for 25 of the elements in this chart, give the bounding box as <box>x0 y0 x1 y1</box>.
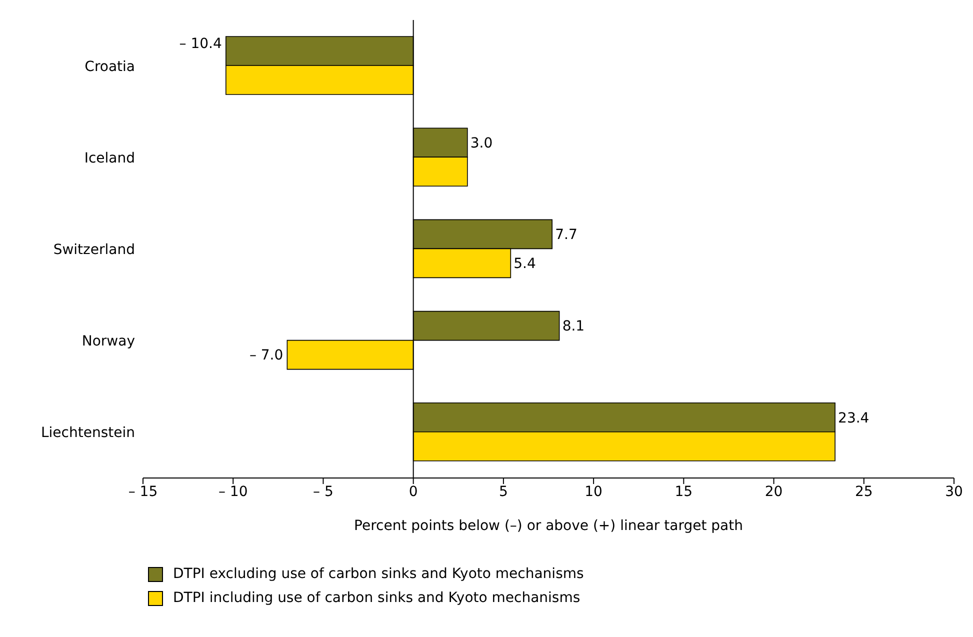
x-tick-label: 30 <box>945 484 963 500</box>
x-axis-title: Percent points below (–) or above (+) linear target path <box>354 518 743 534</box>
y-tick-label: Liechtenstein <box>40 425 135 442</box>
data-label: 23.4 <box>838 410 870 426</box>
x-tick-label: – 5 <box>313 484 334 500</box>
x-tick-label: 0 <box>408 484 418 500</box>
x-tick-label: – 10 <box>218 484 248 500</box>
x-tick-label: 25 <box>854 484 873 500</box>
data-label: 3.0 <box>470 135 493 152</box>
x-tick-label: 20 <box>764 484 783 500</box>
y-tick-label: Iceland <box>84 150 135 166</box>
data-label: – 7.0 <box>249 348 284 364</box>
y-tick-label: Switzerland <box>53 242 135 258</box>
legend-label: DTPI including use of carbon sinks and Kyoto mechanisms <box>173 590 580 606</box>
y-tick-label: Croatia <box>84 58 135 75</box>
x-tick-label: 10 <box>584 484 602 500</box>
data-label: 7.7 <box>555 227 578 244</box>
data-label: – 10.4 <box>179 36 222 52</box>
x-tick-label: 5 <box>498 484 508 500</box>
y-tick-label: Norway <box>82 334 135 350</box>
data-label: 8.1 <box>562 318 585 335</box>
x-tick-label: 15 <box>674 484 693 500</box>
x-tick-label: – 15 <box>128 484 158 500</box>
data-label: 5.4 <box>514 256 536 272</box>
legend-label: DTPI excluding use of carbon sinks and Kyoto mechanisms <box>173 566 584 582</box>
